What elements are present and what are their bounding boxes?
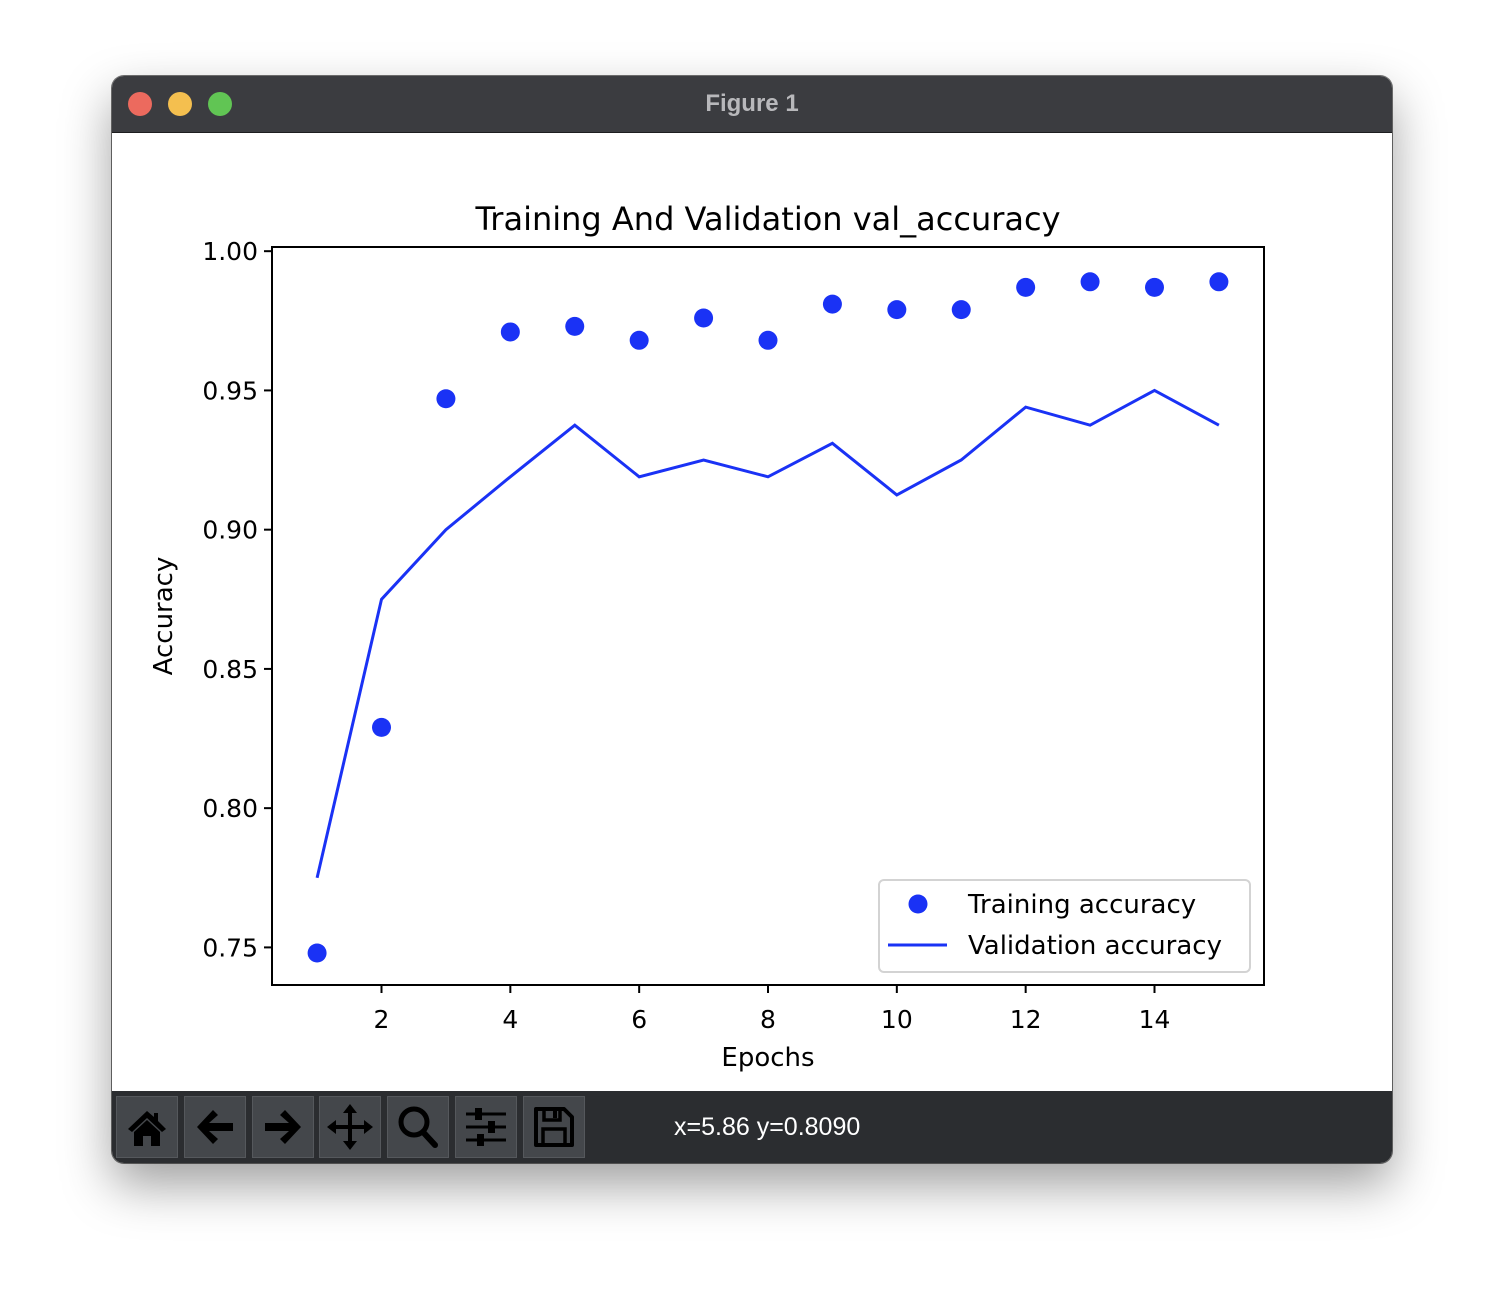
home-icon [128,1111,166,1146]
title-bar[interactable]: Figure 1 [112,76,1392,133]
legend-training-label: Training accuracy [967,890,1196,920]
window-title: Figure 1 [705,90,799,117]
plot-area [307,272,1229,963]
training-accuracy-point [436,389,456,409]
zoom-button[interactable] [387,1096,449,1158]
x-tick-label: 14 [1139,1005,1171,1034]
figure-window: Figure 1 Training And Validation val_acc… [112,76,1392,1163]
legend: Training accuracy Validation accuracy [878,879,1251,973]
forward-button[interactable] [252,1096,314,1158]
training-accuracy-point [758,330,778,350]
training-accuracy-point [822,294,842,314]
arrow-left-icon [197,1110,233,1144]
x-tick-label: 10 [881,1005,913,1034]
y-tick-label: 1.00 [202,237,258,266]
pan-button[interactable] [319,1096,381,1158]
cursor-coordinates: x=5.86 y=0.8090 [674,1113,861,1141]
training-accuracy-point [565,316,585,336]
chart-title: Training And Validation val_accuracy [474,200,1060,238]
y-tick-label: 0.95 [202,376,258,405]
close-button[interactable] [128,92,152,116]
configure-subplots-button[interactable] [455,1096,517,1158]
magnifier-icon [398,1106,438,1148]
axes-frame [271,246,1265,986]
training-accuracy-point [372,717,392,737]
x-axis: 2 4 6 8 10 12 14 [374,985,1171,1034]
training-accuracy-point [629,330,649,350]
y-tick-label: 0.85 [202,655,258,684]
training-accuracy-point [1016,277,1036,297]
training-accuracy-point [500,322,520,342]
legend-box [878,879,1251,973]
x-tick-label: 4 [502,1005,518,1034]
x-axis-label: Epochs [721,1043,814,1073]
training-accuracy-point [1144,277,1164,297]
back-button[interactable] [184,1096,246,1158]
chart[interactable]: Training And Validation val_accuracy 0.7… [112,133,1392,1091]
minimize-button[interactable] [168,92,192,116]
home-button[interactable] [116,1096,178,1158]
floppy-disk-icon [534,1107,574,1147]
y-axis: 0.75 0.80 0.85 0.90 0.95 1.00 [202,237,272,962]
y-tick-label: 0.80 [202,794,258,823]
arrow-right-icon [265,1110,301,1144]
validation-accuracy-line [315,388,1220,879]
x-tick-label: 2 [374,1005,390,1034]
y-tick-label: 0.75 [202,933,258,962]
save-button[interactable] [523,1096,585,1158]
training-accuracy-point [1080,272,1100,292]
sliders-icon [466,1108,506,1146]
y-axis-label: Accuracy [149,557,179,676]
legend-dot-icon [908,894,928,914]
maximize-button[interactable] [208,92,232,116]
x-tick-label: 6 [631,1005,647,1034]
y-tick-label: 0.90 [202,516,258,545]
training-accuracy-point [307,943,327,963]
legend-validation-label: Validation accuracy [968,931,1222,961]
training-accuracy-point [694,308,714,328]
navigation-toolbar: x=5.86 y=0.8090 [112,1091,1392,1163]
training-accuracy-point [1209,272,1229,292]
figure-canvas[interactable]: Training And Validation val_accuracy 0.7… [112,133,1392,1091]
training-accuracy-point [887,300,907,320]
move-icon [327,1104,373,1150]
training-accuracy-point [951,300,971,320]
x-tick-label: 12 [1010,1005,1042,1034]
x-tick-label: 8 [760,1005,776,1034]
